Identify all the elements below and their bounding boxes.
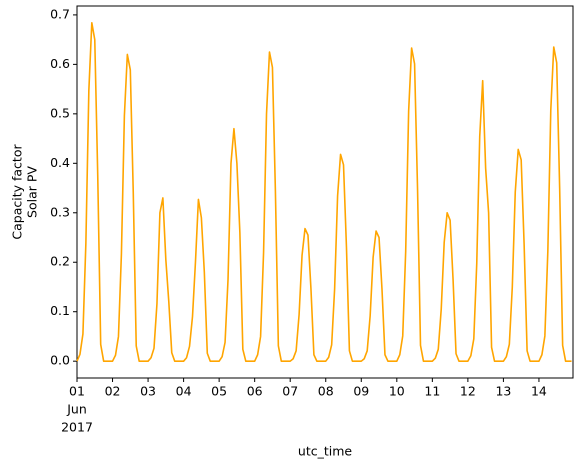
x-tick-label: 07 <box>282 384 298 399</box>
x-tick-label: 12 <box>460 384 476 399</box>
x-tick-label: 10 <box>389 384 405 399</box>
y-axis-label: Capacity factor <box>10 144 25 240</box>
y-tick-label: 0.3 <box>50 204 70 219</box>
y-tick-label: 0.5 <box>50 105 70 120</box>
y-tick-label: 0.1 <box>50 303 70 318</box>
x-tick-label: 02 <box>105 384 121 399</box>
y-axis-label: Solar PV <box>25 166 40 218</box>
x-tick-label: 13 <box>495 384 511 399</box>
y-tick-label: 0.2 <box>50 254 70 269</box>
x-tick-sublabel: 2017 <box>61 420 93 435</box>
x-tick-label: 09 <box>353 384 369 399</box>
x-tick-label: 14 <box>531 384 547 399</box>
x-tick-label: 01 <box>69 384 85 399</box>
y-tick-label: 0.4 <box>50 155 70 170</box>
x-tick-sublabel: Jun <box>66 402 87 417</box>
x-tick-label: 06 <box>247 384 263 399</box>
x-axis-label: utc_time <box>298 444 352 459</box>
x-tick-label: 04 <box>176 384 192 399</box>
data-line <box>76 22 572 362</box>
x-tick-label: 11 <box>424 384 440 399</box>
y-tick-label: 0.0 <box>50 353 70 368</box>
plot-frame <box>76 5 574 379</box>
x-tick-label: 08 <box>318 384 334 399</box>
x-tick-label: 05 <box>211 384 227 399</box>
y-tick-label: 0.7 <box>50 6 70 21</box>
y-tick-label: 0.6 <box>50 56 70 71</box>
x-tick-label: 03 <box>140 384 156 399</box>
